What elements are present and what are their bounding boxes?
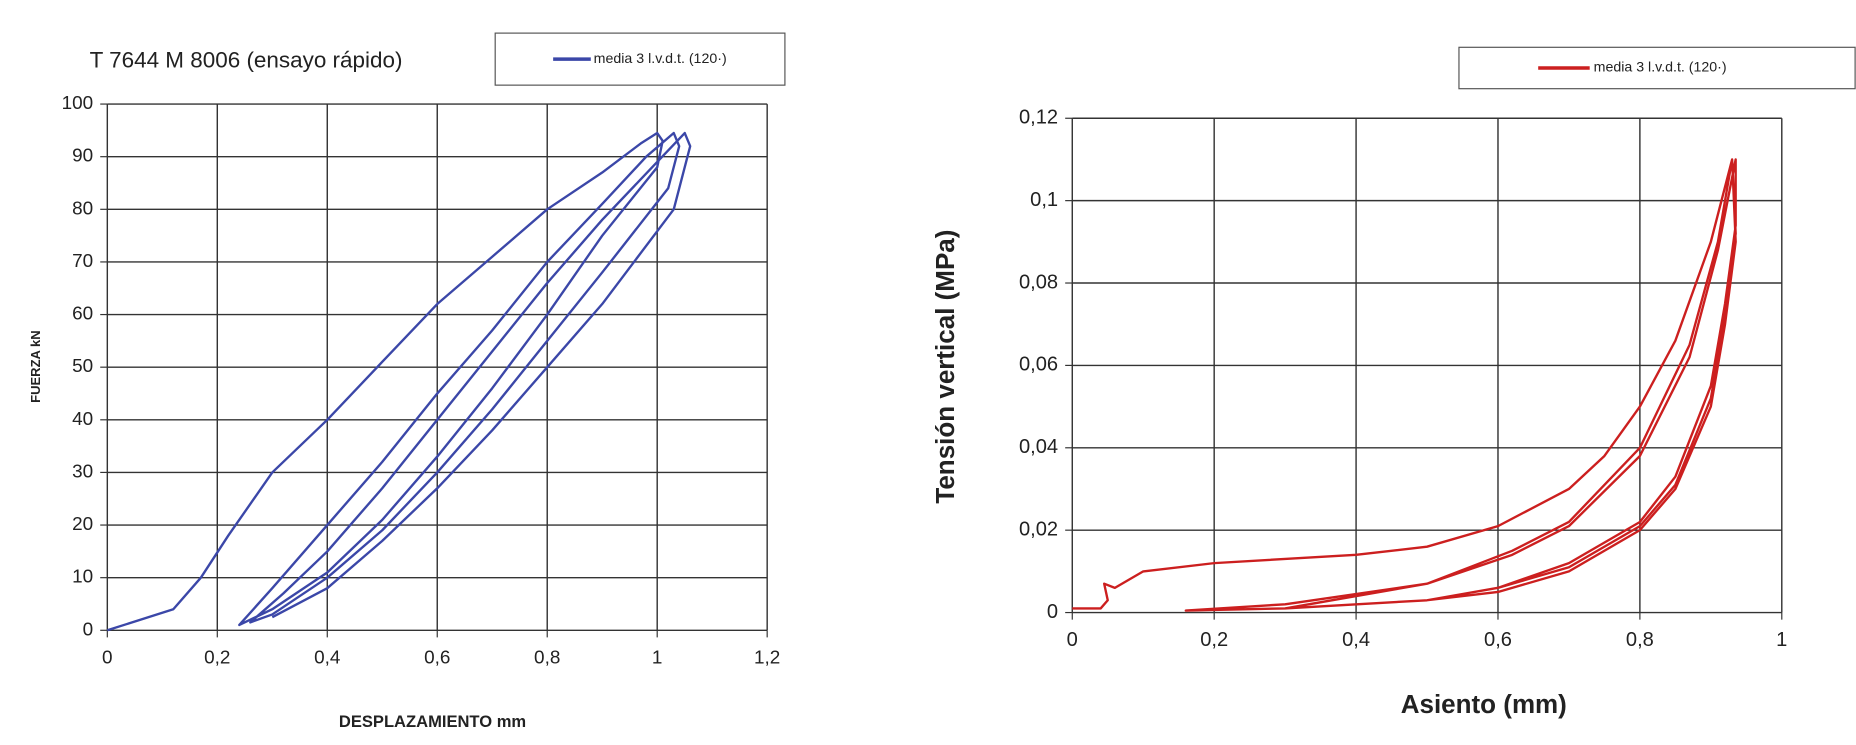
x-tick-label: 0,4: [1342, 629, 1370, 651]
y-tick-label: 0,06: [1019, 354, 1058, 376]
legend-label: media 3 l.v.d.t. (120·): [1594, 60, 1727, 76]
y-tick-label: 90: [72, 146, 93, 167]
y-tick-label: 0,08: [1019, 271, 1058, 293]
x-tick-label: 0,6: [1484, 629, 1512, 651]
x-tick-label: 0,8: [1626, 629, 1654, 651]
y-tick-label: 20: [72, 514, 93, 535]
y-tick-label: 0: [1047, 601, 1058, 623]
y-tick-label: 10: [72, 567, 93, 588]
x-tick-label: 0,2: [204, 648, 230, 669]
x-tick-label: 1: [652, 648, 663, 669]
legend-box: [1458, 46, 1856, 90]
x-tick-label: 1: [1776, 629, 1787, 651]
y-tick-label: 0,12: [1019, 107, 1058, 129]
y-axis-label: Tensión vertical (MPa): [930, 230, 960, 504]
y-tick-label: 30: [72, 461, 93, 482]
legend-box: [494, 32, 786, 86]
y-tick-label: 0: [83, 619, 94, 640]
y-tick-label: 50: [72, 356, 93, 377]
x-axis-label: DESPLAZAMIENTO mm: [339, 712, 526, 731]
y-tick-label: 0,02: [1019, 518, 1058, 540]
x-tick-label: 0,4: [314, 648, 340, 669]
y-tick-label: 80: [72, 198, 93, 219]
data-line: [1072, 158, 1737, 612]
x-tick-label: 0: [102, 648, 113, 669]
data-line: [106, 131, 692, 632]
x-tick-label: 0: [1067, 629, 1078, 651]
y-tick-label: 0,04: [1019, 436, 1058, 458]
y-tick-label: 0,1: [1030, 189, 1058, 211]
y-tick-label: 70: [72, 251, 93, 272]
y-axis-label: FUERZA kN: [28, 330, 43, 402]
y-tick-label: 60: [72, 304, 93, 325]
x-axis-label: Asiento (mm): [1401, 689, 1567, 719]
x-tick-label: 0,8: [534, 648, 560, 669]
x-tick-label: 0,6: [424, 648, 450, 669]
y-tick-label: 40: [72, 409, 93, 430]
x-tick-label: 0,2: [1200, 629, 1228, 651]
y-tick-label: 100: [62, 93, 94, 114]
chart-title: T 7644 M 8006 (ensayo rápido): [90, 47, 403, 72]
x-tick-label: 1,2: [754, 648, 780, 669]
legend-label: media 3 l.v.d.t. (120·): [594, 51, 727, 67]
